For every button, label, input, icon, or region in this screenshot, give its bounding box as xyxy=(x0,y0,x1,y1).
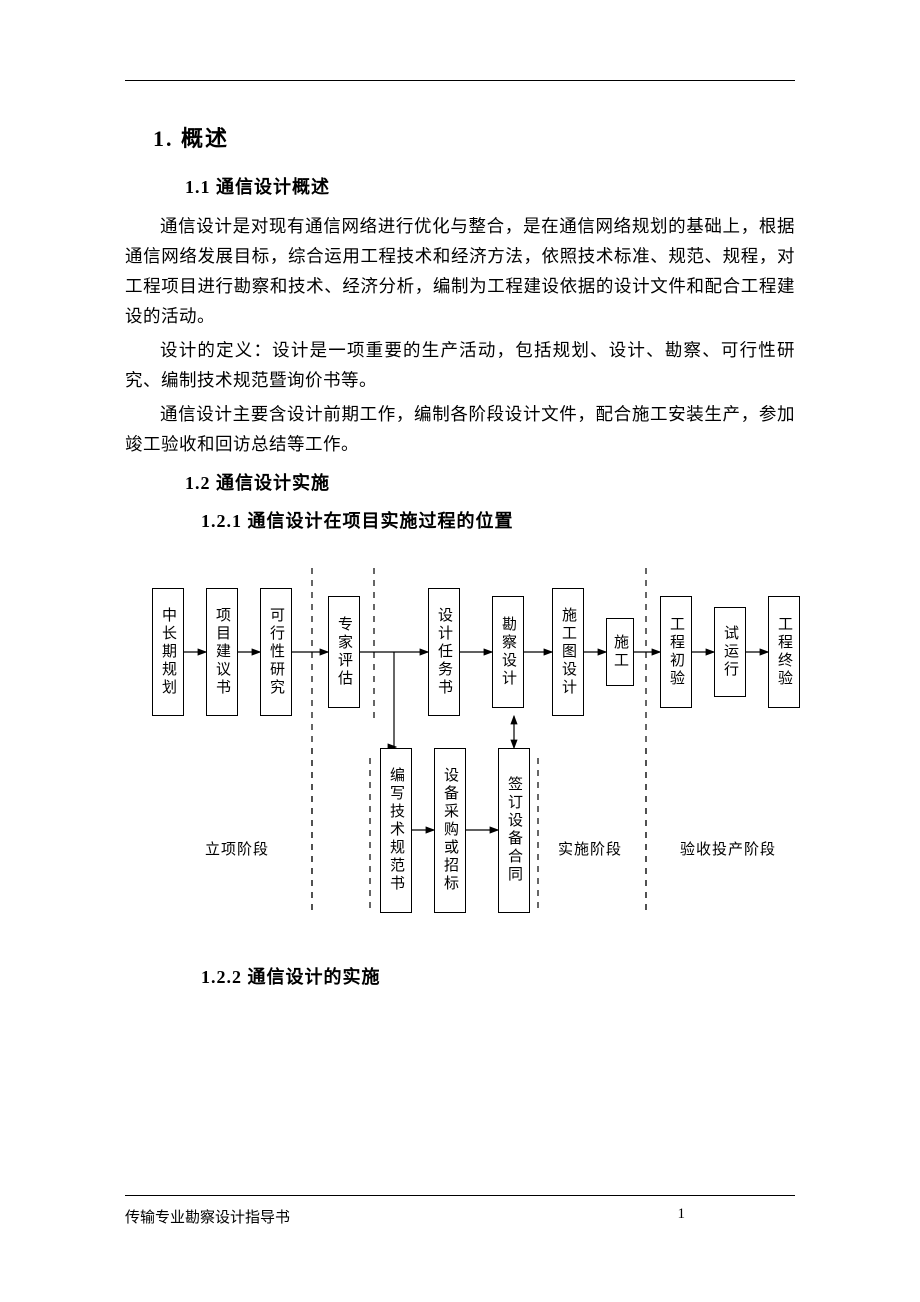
phase-label: 验收投产阶段 xyxy=(680,838,776,859)
footer-title: 传输专业勘察设计指导书 xyxy=(125,1206,290,1227)
top-rule xyxy=(125,80,795,81)
page-content: 1. 概述 1.1 通信设计概述 通信设计是对现有通信网络进行优化与整合，是在通… xyxy=(125,80,795,1001)
flowchart: 中长期规划项目建议书可行性研究 专家评估 设计任务书勘察设计施工图设计施工工程初验试… xyxy=(120,558,800,938)
flow-node-n2: 项目建议书 xyxy=(206,588,238,716)
paragraph-3: 通信设计主要含设计前期工作，编制各阶段设计文件，配合施工安装生产，参加竣工验收和… xyxy=(125,399,795,459)
page-number: 1 xyxy=(678,1206,686,1227)
paragraph-1: 通信设计是对现有通信网络进行优化与整合，是在通信网络规划的基础上，根据通信网络发… xyxy=(125,211,795,331)
flow-node-n9: 工程初验 xyxy=(660,596,692,708)
flow-node-b3: 签订设备合同 xyxy=(498,748,530,913)
flow-node-n10: 试运行 xyxy=(714,607,746,697)
phase-label: 实施阶段 xyxy=(558,838,622,859)
heading-1-2-1: 1.2.1 通信设计在项目实施过程的位置 xyxy=(201,507,795,533)
paragraph-2: 设计的定义：设计是一项重要的生产活动，包括规划、设计、勘察、可行性研究、编制技术… xyxy=(125,335,795,395)
flow-node-n4: 专家评估 xyxy=(328,596,360,708)
flow-node-b1: 编写技术规范书 xyxy=(380,748,412,913)
flow-node-n11: 工程终验 xyxy=(768,596,800,708)
flow-node-b2: 设备采购或招标 xyxy=(434,748,466,913)
flow-node-n6: 勘察设计 xyxy=(492,596,524,708)
page-footer: 传输专业勘察设计指导书 1 xyxy=(125,1195,795,1227)
heading-1-2: 1.2 通信设计实施 xyxy=(185,469,795,495)
phase-label: 立项阶段 xyxy=(205,838,269,859)
bottom-rule xyxy=(125,1195,795,1196)
heading-1-2-2: 1.2.2 通信设计的实施 xyxy=(201,963,795,989)
heading-1-1: 1.1 通信设计概述 xyxy=(185,173,795,199)
flow-node-n3: 可行性研究 xyxy=(260,588,292,716)
heading-1: 1. 概述 xyxy=(153,121,795,153)
flow-node-n1: 中长期规划 xyxy=(152,588,184,716)
flow-node-n5: 设计任务书 xyxy=(428,588,460,716)
flow-node-n7: 施工图设计 xyxy=(552,588,584,716)
flow-node-n8: 施工 xyxy=(606,618,634,686)
